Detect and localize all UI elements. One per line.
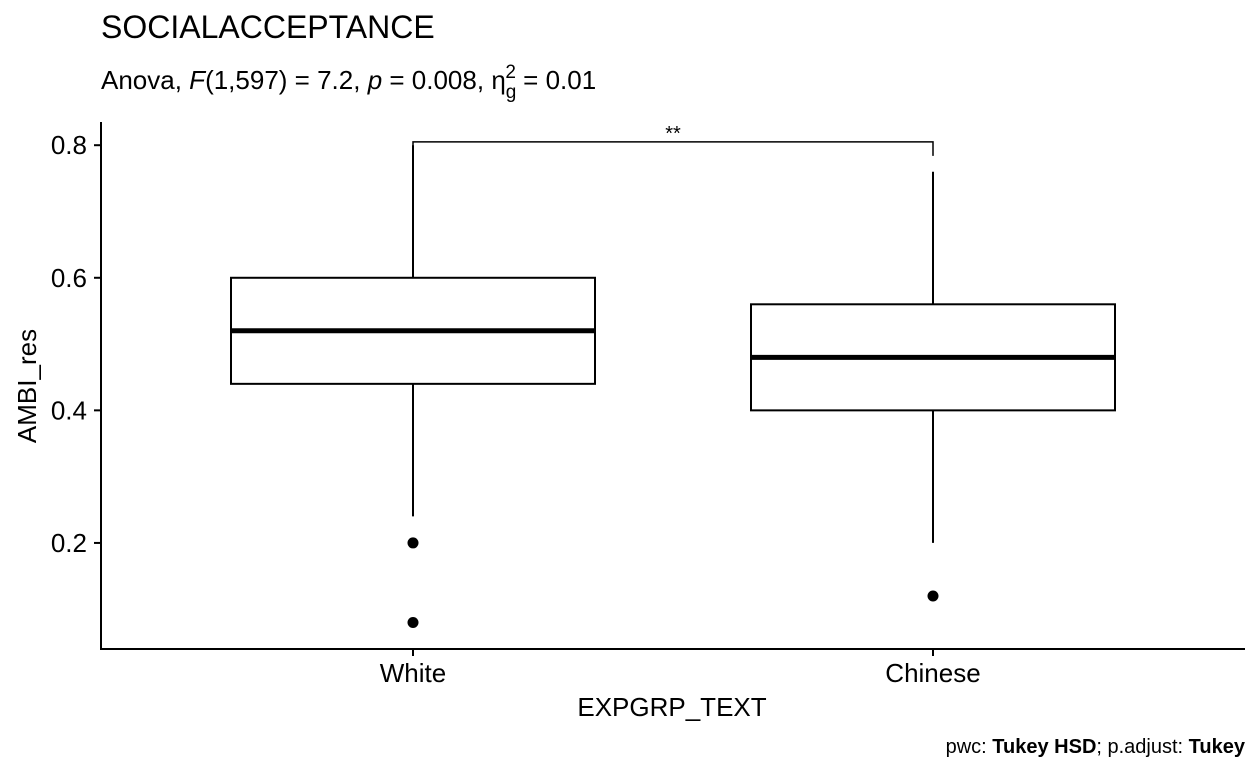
subtitle-stat-value: = 7.2, xyxy=(287,65,367,95)
x-tick-label: Chinese xyxy=(885,658,980,688)
subtitle-effect-sup: 2 xyxy=(505,62,516,83)
subtitle-prefix: Anova, xyxy=(101,65,189,95)
plot-marks: ** xyxy=(230,123,1116,628)
y-tick-label: 0.8 xyxy=(51,130,87,160)
x-axis-ticks: White Chinese xyxy=(380,649,981,688)
caption-sep: ; p.adjust: xyxy=(1096,736,1188,758)
subtitle-stat-name: F xyxy=(189,65,207,95)
subtitle-p-value: = 0.008, xyxy=(382,65,491,95)
subtitle-effect-sub: g xyxy=(506,82,517,103)
y-tick-label: 0.2 xyxy=(51,528,87,558)
caption-pwc-method: Tukey HSD xyxy=(992,736,1096,758)
outlier-white-1 xyxy=(407,537,419,549)
subtitle-df: (1,597) xyxy=(205,65,287,95)
y-axis-ticks: 0.2 0.4 0.6 0.8 xyxy=(51,130,101,558)
chart-subtitle: Anova, F(1,597) = 7.2, p = 0.008, ηg2 = … xyxy=(101,62,596,103)
chart-title: SOCIALACCEPTANCE xyxy=(101,9,435,45)
subtitle-effect-symbol: η xyxy=(491,65,505,95)
significance-bracket xyxy=(412,141,934,156)
outlier-white-2 xyxy=(407,616,419,628)
x-tick-label: White xyxy=(380,658,446,688)
y-tick-label: 0.4 xyxy=(51,395,87,425)
caption-pwc-label: pwc: xyxy=(946,736,993,758)
x-axis-title: EXPGRP_TEXT xyxy=(577,692,766,722)
subtitle-effect-value: = 0.01 xyxy=(516,65,596,95)
plot-caption: pwc: Tukey HSD; p.adjust: Tukey xyxy=(946,736,1246,758)
caption-adjust-method: Tukey xyxy=(1189,736,1246,758)
y-tick-label: 0.6 xyxy=(51,263,87,293)
subtitle-p-symbol: p xyxy=(367,65,382,95)
significance-label: ** xyxy=(665,123,681,145)
outlier-chinese-1 xyxy=(927,590,939,602)
y-axis-title: AMBI_res xyxy=(12,329,42,443)
